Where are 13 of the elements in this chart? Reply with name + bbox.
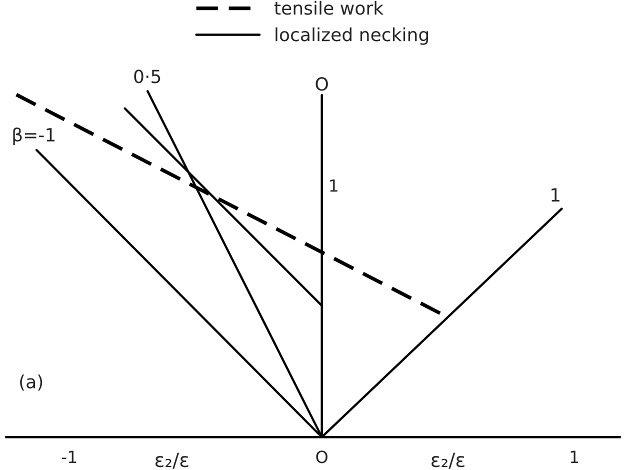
text: 0·5 [134,70,160,84]
ref-line-label: O [316,77,328,91]
x-tick-label: O [316,450,328,464]
annotation: 1 [552,188,560,202]
legend-label: localized necking [276,27,428,45]
annotation: (a) [20,374,42,391]
legend-label: tensile work [274,0,384,15]
annotation: 1 [330,180,338,192]
x-tick-label: -1 [62,450,76,463]
x-axis-title: ε₂/ε [155,452,188,469]
annotation: β=-1 [13,128,55,146]
text: ε₂/ε [432,452,464,469]
x-tick-label: 1 [570,450,578,463]
